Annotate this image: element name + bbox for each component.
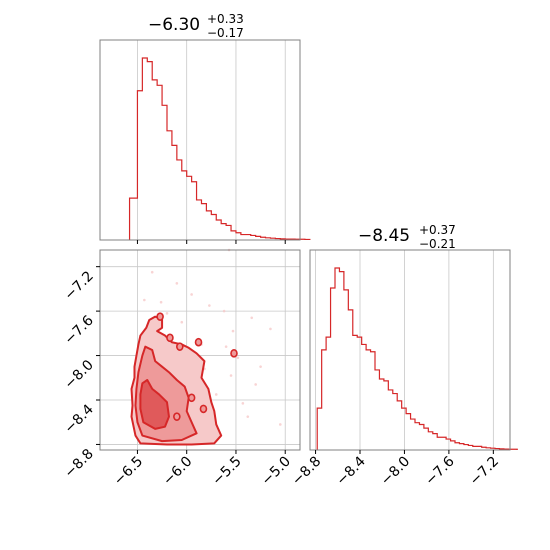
scatter-point-6 (231, 329, 235, 333)
right-x-tick-label-1: −8.4 (333, 453, 368, 488)
bottom-histogram-title-plus: +0.37 (419, 223, 456, 237)
right-x-tick-label-3: −7.6 (422, 453, 457, 488)
scatter-point-27 (229, 374, 233, 377)
right-x-tick-label-4: −7.2 (467, 454, 502, 489)
contour-level-inner (139, 379, 170, 430)
contour-island-2 (230, 349, 238, 358)
top-histogram-title-plus: +0.33 (207, 12, 244, 26)
scatter-point-4 (241, 402, 245, 405)
scatter-point-14 (246, 415, 250, 418)
contour-island-6 (156, 312, 164, 321)
contour-island-1 (194, 337, 203, 347)
scatter-point-9 (143, 298, 146, 302)
contour-y-tick-label-3: −8.4 (61, 401, 96, 436)
scatter-point-8 (150, 270, 154, 274)
contour-y-tick-label-2: −8.0 (61, 357, 96, 392)
contour-x-tick-label-0: −6.5 (111, 454, 146, 489)
scatter-point-3 (254, 383, 257, 386)
contour-island-7 (173, 412, 181, 421)
contour-x-tick-label-1: −6.0 (160, 454, 195, 489)
top-histogram-steps (128, 57, 311, 241)
right-x-tick-label-0: −8.8 (289, 454, 324, 489)
scatter-point-18 (236, 356, 240, 360)
scatter-point-24 (208, 304, 211, 307)
scatter-point-10 (190, 293, 193, 296)
contour-island-5 (166, 333, 174, 343)
right-x-tick-label-2: −8.0 (378, 454, 413, 489)
scatter-point-22 (224, 345, 228, 348)
contour-x-tick-label-2: −5.5 (209, 454, 244, 489)
scatter-point-5 (214, 393, 218, 396)
top-histogram-title: −6.30 (148, 15, 200, 35)
contour-island-4 (199, 404, 208, 414)
scatter-point-0 (159, 300, 163, 304)
scatter-point-23 (250, 316, 254, 320)
scatter-point-21 (165, 312, 169, 315)
bottom-histogram-title: −8.45 (358, 226, 410, 246)
contour-y-tick-label-0: −7.2 (61, 268, 96, 303)
top-histogram-title-minus: −0.17 (207, 26, 244, 40)
scatter-point-13 (175, 282, 179, 285)
contour-island-3 (187, 393, 196, 403)
scatter-point-11 (259, 365, 262, 368)
right-panel-frame (309, 249, 511, 451)
bottom-histogram-title-minus: −0.21 (419, 237, 456, 251)
contour-x-tick-label-3: −5.0 (259, 454, 294, 489)
top-panel-frame (99, 39, 301, 241)
scatter-point-2 (269, 327, 272, 331)
scatter-point-12 (222, 309, 226, 313)
contour-y-tick-label-1: −7.6 (61, 313, 96, 348)
cont-panel-frame (99, 249, 301, 451)
scatter-point-17 (180, 320, 184, 324)
contour-island-0 (176, 342, 184, 351)
data-layer (128, 57, 518, 450)
scatter-point-15 (278, 423, 282, 426)
contour-y-tick-label-4: −8.8 (61, 446, 96, 481)
right-histogram-steps (316, 267, 518, 450)
axes-layer: −6.5 −6.0 −5.5 −5.0 −7.2 −7.6 −8.0 −8.4 −8.8 −8.8… (61, 39, 511, 489)
